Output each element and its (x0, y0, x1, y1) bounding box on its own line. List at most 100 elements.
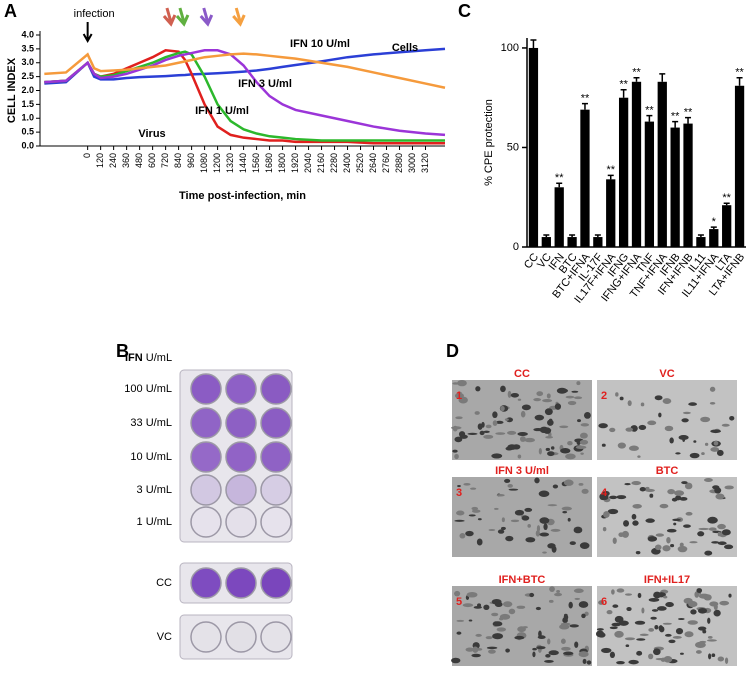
cell (653, 591, 662, 599)
bar (580, 109, 590, 248)
bar (696, 237, 706, 247)
error-bar (607, 174, 614, 180)
cell (698, 593, 710, 599)
cell (485, 424, 492, 429)
cell (596, 628, 604, 631)
cell (507, 430, 517, 435)
cell (625, 644, 630, 648)
cell (625, 427, 634, 432)
cell (517, 431, 528, 436)
cell (452, 449, 458, 453)
cell (542, 399, 553, 403)
x-tick-label: 2040 (303, 153, 313, 173)
cell (537, 635, 546, 640)
cell (452, 382, 459, 385)
cell (607, 508, 619, 515)
cell (648, 653, 654, 660)
bar (683, 123, 693, 247)
cell (580, 423, 590, 427)
cell (694, 591, 700, 598)
cell (533, 427, 543, 432)
cell (500, 526, 506, 531)
cell (601, 494, 609, 500)
cell (681, 418, 689, 423)
well (190, 407, 222, 439)
bar (734, 85, 745, 248)
series-label: IFN 3 U/ml (238, 78, 292, 90)
cell (601, 647, 612, 653)
cell (623, 520, 630, 527)
cell (451, 657, 461, 664)
cell (550, 528, 561, 532)
cell (611, 589, 615, 595)
well (225, 621, 257, 653)
significance: ** (581, 93, 590, 105)
cell (547, 504, 558, 507)
x-tick-label: 1800 (277, 153, 287, 173)
cell (688, 402, 697, 406)
error-bar (633, 77, 640, 82)
cell (547, 638, 551, 645)
cell (638, 424, 647, 431)
cell (704, 442, 709, 446)
cell (473, 605, 482, 609)
well (225, 506, 257, 538)
annotation: infection (74, 8, 115, 20)
micrograph (597, 586, 737, 666)
cell (575, 445, 587, 450)
error-bar (530, 39, 537, 48)
cell (710, 447, 720, 452)
cell (450, 426, 462, 430)
cell (659, 503, 669, 509)
well (225, 474, 257, 506)
panel-label: C (458, 1, 471, 21)
cell (554, 403, 562, 410)
cell (567, 400, 577, 406)
cell (505, 535, 514, 542)
cell (665, 602, 674, 608)
cell (561, 506, 572, 511)
cell (534, 414, 545, 421)
error-bar (569, 234, 576, 238)
micrograph-label: IFN+IL17 (644, 574, 690, 586)
cell (697, 531, 705, 537)
micrograph-label: BTC (656, 465, 679, 477)
cell (708, 653, 712, 660)
cell (471, 509, 481, 513)
cell (675, 452, 681, 455)
cell (492, 411, 498, 419)
cell (709, 386, 716, 392)
bar (631, 81, 642, 248)
x-tick-label: 2880 (394, 153, 404, 173)
cell (618, 620, 629, 626)
series-line (44, 52, 446, 89)
cell (468, 514, 476, 517)
y-tick-label: 50 (507, 141, 519, 153)
error-bar (710, 226, 717, 230)
cell (488, 529, 496, 532)
cell (504, 478, 511, 483)
cell (510, 519, 520, 523)
cell (656, 606, 667, 611)
y-tick-label: 1.5 (21, 99, 34, 109)
y-axis-title: % CPE protection (483, 99, 495, 186)
cell (459, 533, 466, 539)
cell (689, 452, 700, 459)
cell (563, 479, 574, 486)
cell (709, 401, 716, 405)
cell (616, 661, 625, 665)
cell (662, 622, 672, 625)
cell (581, 488, 589, 494)
cell (584, 611, 589, 616)
significance: ** (645, 105, 654, 117)
cell (603, 511, 610, 518)
x-tick-label: 1680 (264, 153, 274, 173)
cell (670, 544, 675, 548)
cell (571, 390, 579, 393)
bar (593, 237, 603, 247)
cell (529, 592, 535, 598)
bar (670, 127, 680, 247)
cell (634, 620, 646, 625)
x-tick-label: 720 (160, 153, 170, 168)
cell (602, 527, 607, 532)
